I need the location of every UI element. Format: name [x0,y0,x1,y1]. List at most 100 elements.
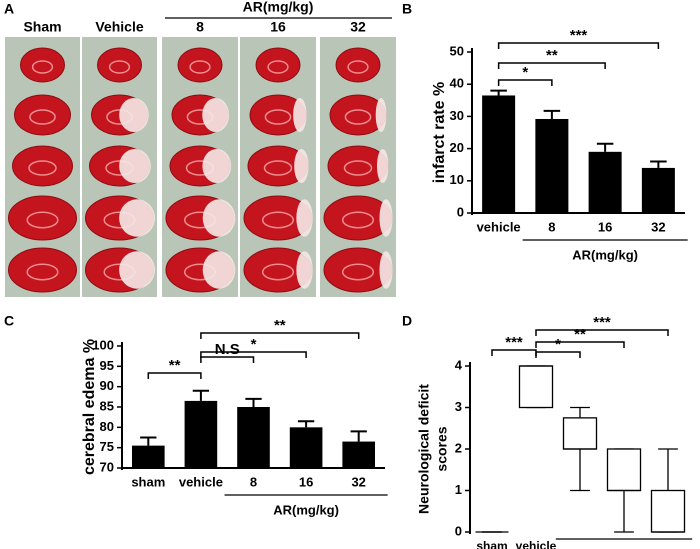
bar [342,441,376,468]
bar [237,407,270,468]
group-label: AR(mg/kg) [273,502,339,517]
infarct-area [202,199,236,237]
brain-slice [12,145,73,187]
significance-bracket [147,372,202,379]
slice-detail [264,109,292,125]
x-tick-label: vehicle [179,474,223,489]
y-tick-label: 20 [450,140,464,155]
significance-label: * [522,64,528,81]
bar [289,427,323,468]
brain-slice [255,47,301,83]
box [650,489,686,533]
infarct-area [296,251,313,289]
column-label: 16 [270,19,286,35]
slice-detail [26,263,59,281]
y-tick-label: 2 [455,440,462,455]
significance-label: *** [570,27,588,44]
slice-detail [26,211,59,229]
infarct-area [119,98,149,132]
infarct-area [376,149,389,183]
group-label: AR(mg/kg) [243,0,314,15]
infarct-area [294,149,309,183]
bar [535,118,569,213]
infarct-area [119,149,151,183]
brain-slice [20,47,65,83]
x-tick-label: vehicle [477,219,521,234]
x-tick-label: 16 [299,474,313,489]
x-tick-label: 32 [351,474,365,489]
x-tick-label: 16 [598,219,612,234]
infarct-area [202,149,232,183]
y-tick-label: 90 [100,378,114,393]
brain-slice [8,247,77,293]
significance-bracket [200,356,255,363]
y-tick-label: 95 [100,358,114,373]
slice-detail [263,160,293,176]
bar [482,95,516,213]
brain-slice [97,47,142,83]
significance-bracket [200,351,307,358]
infarct-area [379,199,393,237]
y-tick-label: 0 [455,523,462,538]
slice-detail [108,60,131,74]
x-tick-label: 8 [548,219,555,234]
slice-detail [189,60,211,74]
panel-letter: A [4,1,14,17]
brain-slice [335,47,381,83]
y-axis-label: infarct rate % [431,82,448,183]
y-tick-label: 10 [450,172,464,187]
x-tick-label: sham [131,474,165,489]
slice-detail [28,160,57,176]
bar [641,167,675,213]
slice-detail [31,60,54,74]
significance-label: * [555,336,561,353]
infarct-area [119,199,155,237]
significance-bracket [535,351,581,358]
y-tick-label: 40 [450,76,464,91]
box [606,448,642,492]
brain-slice [14,94,71,136]
column-label: 32 [350,19,366,35]
column-label: Vehicle [95,19,143,35]
box [518,365,554,409]
y-tick-label: 70 [100,459,114,474]
infarct-area [202,98,230,132]
significance-bracket [200,332,360,339]
y-tick-label: 85 [100,398,114,413]
significance-bracket [497,62,606,69]
significance-bracket [497,79,553,86]
slice-detail [341,211,375,229]
significance-bracket [497,42,660,49]
significance-bracket [535,341,625,348]
y-tick-label: 50 [450,43,464,58]
brain-slice [8,195,77,241]
y-tick-label: 30 [450,108,464,123]
slice-detail [267,60,289,74]
y-tick-label: 0 [457,204,464,219]
significance-bracket [535,329,669,336]
significance-label: *** [505,334,523,351]
column-label: Sham [23,19,61,35]
infarct-area [119,251,155,289]
significance-label: N.S [215,341,240,358]
x-tick-label: 32 [651,219,665,234]
slice-detail [341,263,375,281]
slice-detail [347,60,369,74]
infarct-area [379,251,393,289]
slice-detail [261,263,295,281]
bar [131,445,165,468]
bar [184,400,218,468]
panel-letter: B [402,1,412,17]
slice-detail [29,109,56,125]
significance-label: ** [546,47,558,64]
panel-letter: C [4,313,14,329]
slice-detail [344,109,372,125]
slice-detail [343,160,373,176]
slice-detail [261,211,295,229]
infarct-area [296,199,313,237]
column-label: 8 [196,19,204,35]
infarct-area [375,98,387,132]
panel-letter: D [402,313,412,329]
y-tick-label: 75 [100,439,114,454]
